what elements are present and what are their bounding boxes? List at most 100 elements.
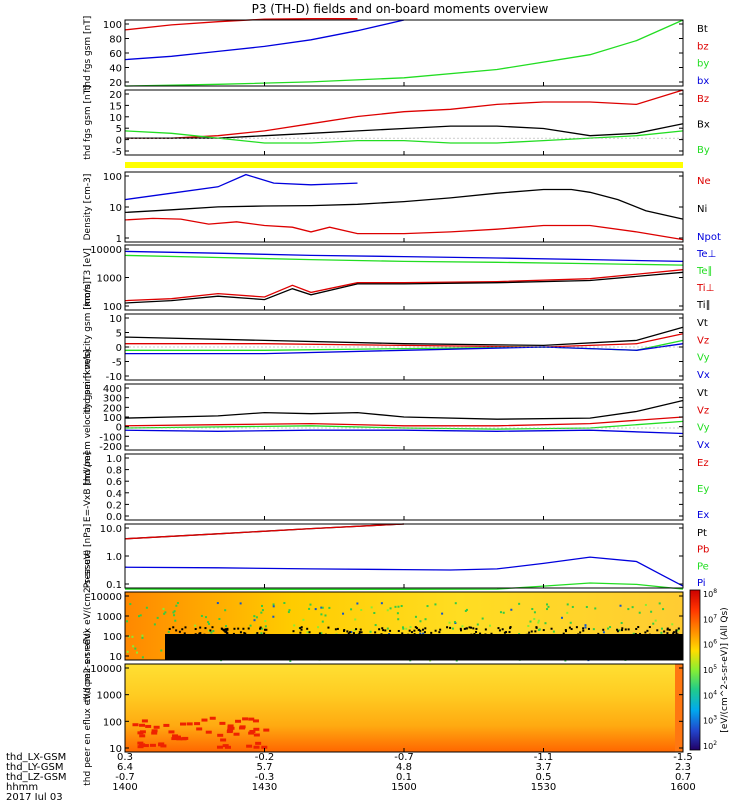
- spectrogram-cell: [237, 627, 240, 630]
- ephemeris-value: 0.5: [536, 772, 552, 783]
- spectrogram-cell: [196, 727, 203, 731]
- spectrogram-cell: [465, 608, 468, 611]
- y-tick-label: -10: [106, 372, 122, 383]
- y-axis-label: mom T3 [eV]: [83, 248, 93, 307]
- spectrogram-cell: [272, 603, 275, 606]
- spectrogram-cell: [672, 631, 675, 634]
- series-line-vz: [124, 416, 684, 427]
- spectrogram-cell: [550, 627, 553, 630]
- spectrogram-cell: [158, 742, 165, 746]
- spectrogram-cell: [662, 608, 665, 611]
- spectrogram-cell: [174, 619, 177, 622]
- spectrogram-cell: [470, 633, 473, 636]
- spectrogram-cell: [165, 634, 168, 637]
- colorbar-tick-exponent: 7: [713, 613, 717, 620]
- spectrogram-cell: [414, 615, 417, 618]
- spectrogram-cell: [342, 612, 345, 615]
- spectrogram-cell: [389, 629, 392, 632]
- spectrogram-cell: [413, 633, 416, 636]
- spectrogram-cell: [139, 614, 142, 617]
- y-tick-label: 1: [116, 234, 122, 245]
- spectrogram-cell: [350, 631, 353, 634]
- spectrogram-cell: [587, 627, 590, 630]
- spectrogram-cell: [180, 737, 187, 741]
- spectrogram-cell: [597, 632, 600, 635]
- legend-temperature-2: Ti⊥: [696, 283, 714, 294]
- spectrogram-cell: [666, 627, 669, 630]
- legend-pressure-1: Pb: [697, 545, 709, 556]
- spectrogram-cell: [616, 630, 619, 633]
- spectrogram-cell: [461, 625, 464, 628]
- spectrogram-cell: [201, 718, 208, 722]
- legend-fgs_gsm_bottom-0: Bz: [697, 94, 709, 105]
- spectrogram-cell: [584, 626, 587, 629]
- spectrogram-cell: [582, 627, 585, 630]
- colorbar-tick-exponent: 2: [713, 740, 717, 747]
- spectrogram-cell: [537, 621, 540, 624]
- spectrogram-cell: [384, 629, 387, 632]
- spectrogram-cell: [218, 617, 221, 620]
- spectrogram-cell: [510, 608, 513, 611]
- spectrogram-cell: [132, 723, 139, 727]
- spectrogram-cell: [359, 628, 362, 631]
- spectrogram-cell: [417, 628, 420, 631]
- spectrogram-cell: [530, 630, 533, 633]
- spectrogram-cell: [455, 659, 458, 662]
- spectrogram-cell: [535, 626, 538, 629]
- spectrogram-cell: [346, 630, 349, 633]
- spectrogram-cell: [252, 719, 259, 723]
- y-axis-label: Pressure [nPa]: [83, 524, 93, 589]
- spectrogram-cell: [644, 603, 647, 606]
- spectrogram-cell: [184, 626, 187, 629]
- spectrogram-cell: [627, 628, 630, 631]
- spectrogram-cell: [473, 633, 476, 636]
- spectrogram-cell: [666, 632, 669, 635]
- spectrogram-cell: [242, 627, 245, 630]
- spectrogram-cell: [488, 624, 491, 627]
- spectrogram-cell: [531, 607, 534, 610]
- spectrogram-cell: [566, 611, 569, 614]
- spectrogram-cell: [317, 626, 320, 629]
- series-line-pi: [124, 556, 684, 587]
- spectrogram-cell: [675, 629, 678, 632]
- spectrogram-cell: [386, 609, 389, 612]
- spectrogram-cell: [448, 621, 451, 624]
- ephemeris-value: 0.3: [117, 752, 133, 763]
- legend-peim_velocity-2: Vy: [697, 353, 710, 364]
- spectrogram-cell: [616, 628, 619, 631]
- spectrogram-cell: [546, 603, 549, 606]
- spectrogram-cell: [321, 606, 324, 609]
- panel-efield: Ez Ey Ex 1.00.80.60.40.20.0 E=-VxB [mV/m]: [83, 452, 709, 523]
- legend-efield-2: Ex: [697, 510, 709, 521]
- spectrogram-cell: [141, 634, 144, 637]
- spectrogram-cell: [639, 632, 642, 635]
- spectrogram-cell: [602, 631, 605, 634]
- spectrogram-cell: [453, 634, 456, 637]
- spectrogram-cell: [224, 628, 227, 631]
- spectrogram-cell: [499, 611, 502, 614]
- spectrogram-cell: [360, 631, 363, 634]
- spectrogram-cell: [233, 627, 236, 630]
- spectrogram-cell: [299, 627, 302, 630]
- spectrogram-cell: [226, 730, 233, 734]
- spectrogram-cell: [227, 724, 234, 728]
- spectrogram-cell: [171, 737, 178, 741]
- y-tick-label: 80: [109, 35, 122, 46]
- y-tick-label: 10000: [90, 664, 122, 675]
- spectrogram-cell: [156, 616, 159, 619]
- spectrogram-cell: [178, 630, 181, 633]
- spectrogram-cell: [324, 614, 327, 617]
- spectrogram-cell: [261, 627, 264, 630]
- spectrogram-cell: [145, 724, 152, 728]
- legend-density-0: Ne: [697, 176, 711, 187]
- spectrogram-cell: [253, 727, 260, 731]
- y-tick-label: 60: [109, 49, 122, 60]
- spectrogram-cell: [619, 604, 622, 607]
- spectrogram-cell: [263, 632, 266, 635]
- spectrogram-cell: [360, 608, 363, 611]
- spectrogram-cell: [299, 635, 302, 638]
- spectrogram-cell: [546, 608, 549, 611]
- y-tick-label: 10.0: [100, 524, 122, 535]
